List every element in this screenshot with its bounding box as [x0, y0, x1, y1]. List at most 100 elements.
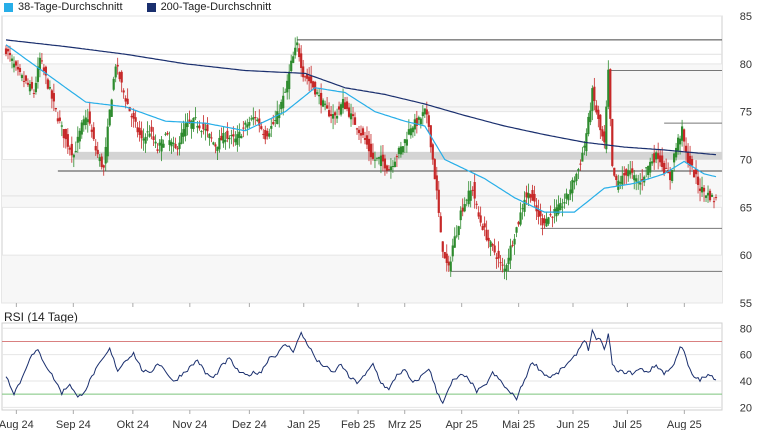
x-tick-label: Feb 25 [341, 419, 375, 430]
candle-body [24, 75, 28, 81]
candle-body [714, 197, 718, 199]
candle-body [331, 114, 335, 119]
candle-body [533, 193, 536, 202]
ma38-line [5, 44, 717, 213]
candle-body [30, 82, 34, 89]
legend-item-38-day[interactable]: 38-Tage-Durchschnitt [4, 1, 123, 13]
candle-body [525, 192, 528, 198]
candle-body [495, 257, 498, 259]
x-tick-label: Dez 24 [232, 419, 267, 430]
candle-body [325, 105, 329, 109]
rsi-plot-area [1, 322, 723, 411]
candle-body [98, 157, 101, 162]
candle-body [665, 167, 668, 169]
candle-body [597, 109, 600, 120]
candle-body [543, 218, 546, 224]
candle-body [527, 192, 530, 199]
candle-body [415, 118, 418, 126]
candle-body [349, 113, 353, 120]
candle-body [46, 79, 49, 89]
candle-body [18, 67, 22, 73]
candle-body [397, 147, 400, 154]
candle-body [160, 139, 163, 152]
candle-body [457, 226, 460, 236]
x-tick-label: Apr 25 [445, 419, 477, 430]
candle-body [694, 169, 698, 175]
candle-body [190, 121, 193, 129]
x-tick-label: Jul 25 [613, 419, 642, 430]
candle-body [104, 146, 107, 164]
candle-body [479, 215, 482, 223]
legend-swatch-200-day [146, 2, 156, 12]
support-zone [73, 151, 723, 160]
candle-body [80, 122, 83, 135]
rsi-tick-label: 60 [740, 350, 752, 362]
candle-body [669, 172, 672, 181]
candle-body [214, 144, 217, 147]
candle-body [230, 135, 233, 137]
candle-body [696, 176, 700, 185]
candle-body [294, 47, 297, 56]
price-tick-label: 70 [740, 155, 752, 167]
candle-body [110, 99, 113, 117]
x-tick-label: Aug 24 [0, 419, 34, 430]
x-tick-label: Aug 25 [667, 419, 702, 430]
candle-body [469, 190, 472, 201]
candle-body [485, 229, 488, 240]
candle-body [92, 127, 95, 140]
candle-body [409, 128, 412, 136]
candle-body [653, 153, 656, 163]
candle-body [369, 143, 373, 158]
candle-body [615, 175, 618, 181]
price-tick-label: 80 [740, 59, 752, 71]
candle-body [318, 94, 321, 97]
candle-body [453, 236, 456, 248]
candle-body [413, 119, 416, 130]
candle-body [238, 131, 241, 138]
candle-body [513, 238, 516, 245]
candle-body [310, 76, 313, 84]
candle-body [517, 221, 520, 225]
candle-body [367, 138, 371, 152]
candle-body [44, 66, 47, 76]
candle-body [471, 189, 474, 191]
candle-body [288, 71, 291, 90]
candle-body [395, 156, 398, 158]
legend-item-200-day[interactable]: 200-Tage-Durchschnitt [146, 1, 272, 13]
candle-body [401, 146, 404, 153]
candle-body [459, 210, 462, 221]
candle-body [146, 131, 149, 133]
candle-body [529, 194, 532, 198]
candle-body [493, 245, 496, 253]
candle-body [88, 111, 91, 124]
candle-body [337, 106, 341, 110]
candle-body [487, 237, 490, 242]
chart-legend: 38-Tage-Durchschnitt 200-Tage-Durchschni… [4, 0, 271, 14]
candle-body [78, 130, 81, 142]
candle-body [176, 148, 179, 150]
candle-body [467, 190, 470, 205]
candle-body [639, 182, 642, 185]
candle-body [603, 131, 606, 143]
candle-body [194, 117, 197, 119]
candle-body [66, 134, 69, 147]
candle-body [178, 142, 181, 149]
legend-label-200-day: 200-Tage-Durchschnitt [160, 1, 272, 13]
candle-body [128, 106, 131, 112]
candle-body [256, 119, 259, 121]
price-tick-label: 85 [740, 11, 752, 23]
candle-body [62, 129, 65, 139]
candle-body [162, 143, 165, 148]
candle-body [272, 122, 275, 125]
candle-body [371, 152, 375, 159]
candle-body [365, 135, 369, 145]
candle-body [154, 141, 157, 144]
candle-body [617, 180, 620, 190]
candle-body [134, 117, 137, 122]
candle-body [445, 253, 448, 263]
candle-body [254, 117, 257, 119]
candle-body [571, 179, 574, 194]
candle-body [565, 193, 568, 199]
